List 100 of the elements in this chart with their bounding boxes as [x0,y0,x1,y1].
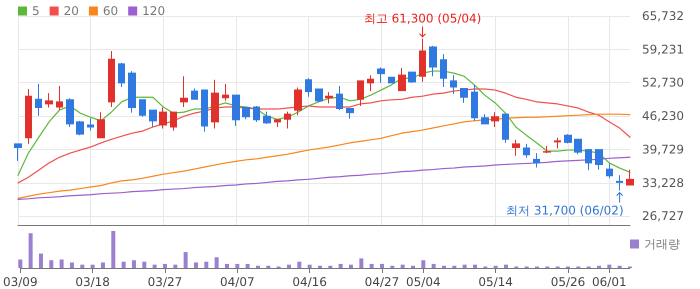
candlestick [440,54,447,88]
candlestick [460,88,468,104]
candlestick [222,83,229,102]
bar [246,264,250,268]
y-tick-label: 46,230 [642,109,684,124]
candlestick [471,84,478,122]
candlestick [128,70,136,114]
candlestick [191,88,198,100]
candlestick [543,145,551,154]
bar [235,264,240,268]
candlestick [232,94,240,126]
legend-label: 60 [102,4,118,18]
candlestick [346,108,354,120]
y-tick-label: 65,732 [642,9,684,23]
candlestick [616,174,623,192]
bar [80,264,84,268]
candlestick [554,137,561,150]
bar [607,264,612,268]
candlestick [419,38,426,82]
candlestick [45,92,53,108]
line-series [17,70,631,176]
legend-label: 20 [64,4,79,18]
candlestick [408,72,416,84]
candlestick [284,111,291,130]
candlestick [149,110,157,128]
x-tick-label: 04/16 [292,275,327,289]
bar [100,262,105,268]
x-tick-label: 05/26 [550,275,586,289]
bar [132,260,136,268]
candlestick [211,79,219,130]
x-tick-label: 05/04 [406,275,441,289]
candlestick [263,111,271,124]
candlestick [388,76,395,84]
bar [28,233,33,268]
candlestick [170,112,177,132]
bar [370,264,374,268]
bar [297,262,302,268]
x-tick-label: 03/18 [75,275,110,289]
legend-label: 거래량 [644,237,680,251]
candlestick [180,76,188,108]
bar [60,259,64,268]
candlestick [357,80,364,106]
bar [204,262,208,268]
bar [421,260,426,268]
candlestick [523,143,530,158]
bar [38,254,43,268]
bar [162,264,167,268]
candlestick [367,74,374,92]
candlestick [35,83,42,116]
bar [504,264,508,268]
candlestick [66,98,74,128]
candlestick [97,112,105,138]
candlestick [56,85,63,111]
bar [122,262,126,268]
candlestick [201,90,208,132]
annotation: 최저 31,700 (06/02) [506,204,624,218]
y-tick-label: 39,729 [642,142,684,156]
candlestick [325,92,333,104]
candlestick [253,105,260,122]
candlestick [336,85,343,111]
candlestick [574,138,582,155]
y-tick-label: 26,727 [642,209,684,224]
legend-label: 5 [32,4,40,18]
candlestick [377,66,385,84]
x-tick-label: 03/27 [148,275,182,289]
candlestick [533,152,540,168]
candlestick [108,50,115,108]
bar [90,264,95,268]
candlestick [606,162,613,179]
candlestick [502,114,509,144]
bar [400,264,405,268]
line-series [17,88,631,184]
bar [194,262,198,268]
candlestick [305,78,312,98]
bar [308,264,312,268]
bar [224,264,229,268]
candlestick [25,88,32,144]
annotation: 최고 61,300 (05/04) [364,12,482,26]
line-series [17,156,631,200]
candlestick [274,118,281,128]
bar [18,259,22,268]
bar [214,257,219,268]
candlestick [564,134,572,144]
candlestick [118,62,125,88]
bar [380,264,384,268]
bar [49,260,54,268]
candlestick [398,67,406,92]
bar [70,262,74,268]
candlestick [595,149,603,170]
candlestick [14,143,22,162]
candlestick [450,74,457,95]
candlestick [315,88,323,102]
candlestick [626,169,634,186]
x-tick-label: 03/09 [2,275,38,289]
candlestick [87,118,94,132]
x-tick-label: 04/07 [220,275,255,289]
bar [338,264,343,268]
bar [152,264,157,268]
candlestick [512,139,520,156]
y-tick-label: 33,228 [642,176,684,190]
